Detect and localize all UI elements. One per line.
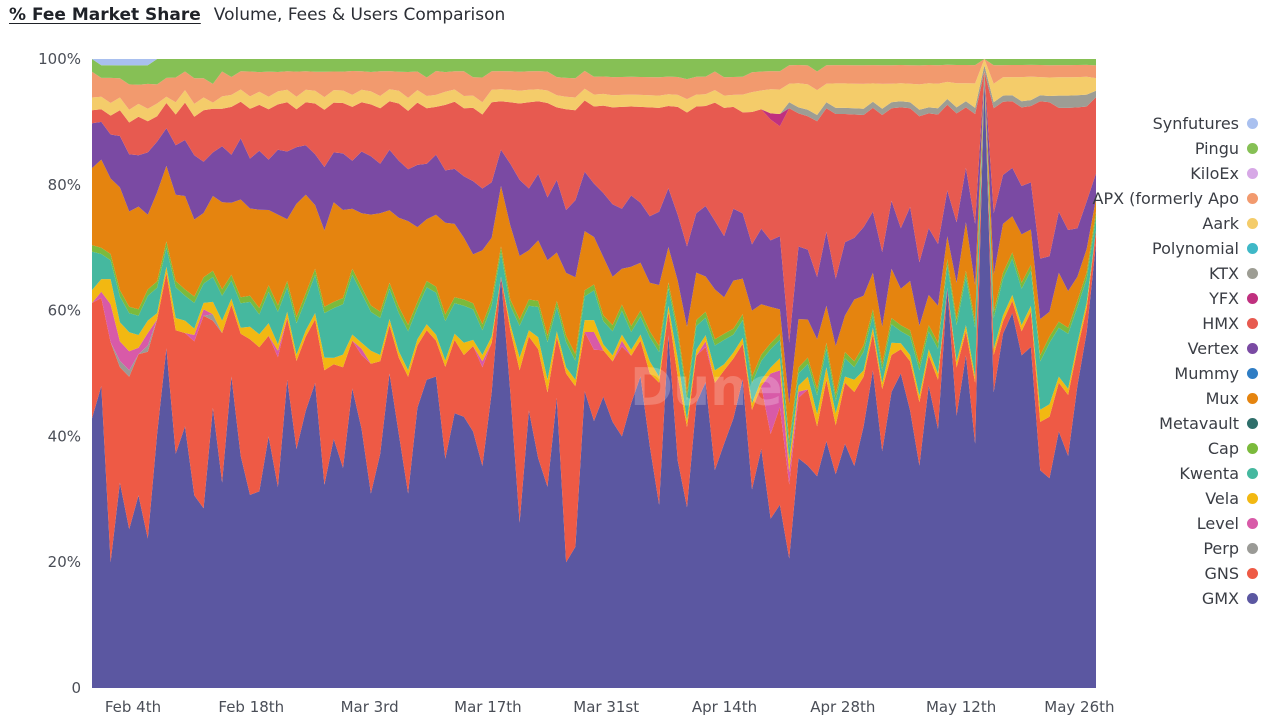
legend-dot-icon <box>1247 243 1258 254</box>
tab-volume-fees-users[interactable]: Volume, Fees & Users Comparison <box>213 5 506 25</box>
legend-dot-icon <box>1247 443 1258 454</box>
stacked-area-chart: 0 20% 40% 60% 80% 100% Feb 4th Feb 18th Mar 3rd… <box>38 50 1115 716</box>
legend-item-metavault[interactable]: Metavault <box>1018 411 1258 436</box>
series-area-cap[interactable] <box>92 71 1096 448</box>
legend-dot-icon <box>1247 468 1258 479</box>
y-tick-label: 0 <box>71 679 81 697</box>
legend-dot-icon <box>1247 418 1258 429</box>
legend-item-mux[interactable]: Mux <box>1018 386 1258 411</box>
tab-fee-market-share[interactable]: % Fee Market Share <box>9 5 201 25</box>
legend-dot-icon <box>1247 268 1258 279</box>
y-tick-label: 60% <box>48 302 81 320</box>
legend-dot-icon <box>1247 393 1258 404</box>
series-area-mux[interactable] <box>92 71 1096 442</box>
legend-label: Cap <box>1207 439 1239 458</box>
legend-dot-icon <box>1247 168 1258 179</box>
legend-item-vela[interactable]: Vela <box>1018 486 1258 511</box>
x-tick-label: Apr 14th <box>692 698 757 716</box>
legend-dot-icon <box>1247 218 1258 229</box>
legend-item-pingu[interactable]: Pingu <box>1018 136 1258 161</box>
legend-label: Vertex <box>1187 339 1239 358</box>
x-tick-label: Feb 18th <box>218 698 284 716</box>
legend-item-mummy[interactable]: Mummy <box>1018 361 1258 386</box>
x-tick-label: Feb 4th <box>105 698 161 716</box>
legend-item-level[interactable]: Level <box>1018 511 1258 536</box>
series-area-hmx[interactable] <box>92 71 1096 343</box>
series-area-aark[interactable] <box>92 59 1096 123</box>
legend-label: GMX <box>1201 589 1239 608</box>
series-area-kwenta[interactable] <box>92 77 1096 460</box>
legend-label: Mummy <box>1174 364 1239 383</box>
legend-label: KTX <box>1209 264 1239 283</box>
legend-dot-icon <box>1247 293 1258 304</box>
legend-dot-icon <box>1247 343 1258 354</box>
series-area-apx-formerly-apo[interactable] <box>92 59 1096 110</box>
y-tick-label: 80% <box>48 176 81 194</box>
legend-label: APX (formerly Apo <box>1092 189 1240 208</box>
legend-item-cap[interactable]: Cap <box>1018 436 1258 461</box>
legend-dot-icon <box>1247 118 1258 129</box>
legend-item-polynomial[interactable]: Polynomial <box>1018 236 1258 261</box>
legend-label: GNS <box>1204 564 1239 583</box>
series-area-ktx[interactable] <box>92 65 1096 123</box>
legend-dot-icon <box>1247 368 1258 379</box>
legend-dot-icon <box>1247 518 1258 529</box>
legend-dot-icon <box>1247 493 1258 504</box>
chart-areas <box>92 59 1096 688</box>
series-area-gns[interactable] <box>92 77 1096 563</box>
x-tick-label: May 12th <box>926 698 996 716</box>
legend-item-kwenta[interactable]: Kwenta <box>1018 461 1258 486</box>
legend-item-apx-formerly-apo[interactable]: APX (formerly Apo <box>1018 186 1258 211</box>
legend-item-yfx[interactable]: YFX <box>1018 286 1258 311</box>
series-area-gmx[interactable] <box>92 77 1096 688</box>
legend-item-hmx[interactable]: HMX <box>1018 311 1258 336</box>
x-tick-label: Mar 31st <box>573 698 639 716</box>
legend-label: Kwenta <box>1179 464 1239 483</box>
series-area-vertex[interactable] <box>92 71 1096 405</box>
legend-item-ktx[interactable]: KTX <box>1018 261 1258 286</box>
legend-label: KiloEx <box>1190 164 1239 183</box>
legend-label: Pingu <box>1194 139 1239 158</box>
series-area-pingu[interactable] <box>92 59 1096 85</box>
legend-item-vertex[interactable]: Vertex <box>1018 336 1258 361</box>
legend-label: Aark <box>1202 214 1239 233</box>
x-tick-label: Apr 28th <box>810 698 875 716</box>
legend-label: YFX <box>1209 289 1239 308</box>
legend-dot-icon <box>1247 318 1258 329</box>
legend-item-gmx[interactable]: GMX <box>1018 586 1258 611</box>
x-tick-label: Mar 3rd <box>341 698 399 716</box>
x-tick-label: May 26th <box>1044 698 1114 716</box>
y-tick-label: 20% <box>48 553 81 571</box>
legend-label: Vela <box>1205 489 1239 508</box>
legend-item-synfutures[interactable]: Synfutures <box>1018 111 1258 136</box>
y-axis-ticks: 0 20% 40% 60% 80% 100% <box>38 50 81 697</box>
legend-label: Synfutures <box>1152 114 1239 133</box>
legend-item-perp[interactable]: Perp <box>1018 536 1258 561</box>
y-tick-label: 40% <box>48 427 81 445</box>
legend-dot-icon <box>1247 543 1258 554</box>
legend-label: HMX <box>1202 314 1239 333</box>
legend-dot-icon <box>1247 568 1258 579</box>
legend-dot-icon <box>1247 593 1258 604</box>
x-tick-label: Mar 17th <box>454 698 522 716</box>
y-tick-label: 100% <box>38 50 81 68</box>
dune-watermark: Dune <box>630 358 782 418</box>
legend-label: Metavault <box>1159 414 1239 433</box>
legend-label: Mux <box>1205 389 1239 408</box>
chart-tabs: % Fee Market Share Volume, Fees & Users … <box>9 5 505 31</box>
legend-item-gns[interactable]: GNS <box>1018 561 1258 586</box>
legend-item-aark[interactable]: Aark <box>1018 211 1258 236</box>
legend-item-kiloex[interactable]: KiloEx <box>1018 161 1258 186</box>
legend-dot-icon <box>1247 143 1258 154</box>
legend-label: Perp <box>1203 539 1239 558</box>
legend-label: Level <box>1196 514 1239 533</box>
chart-legend: Synfutures Pingu KiloEx APX (formerly Apo Aa… <box>1018 111 1258 611</box>
x-axis-ticks: Feb 4th Feb 18th Mar 3rd Mar 17th Mar 31st Ap… <box>105 698 1115 716</box>
legend-label: Polynomial <box>1152 239 1239 258</box>
legend-dot-icon <box>1247 193 1258 204</box>
